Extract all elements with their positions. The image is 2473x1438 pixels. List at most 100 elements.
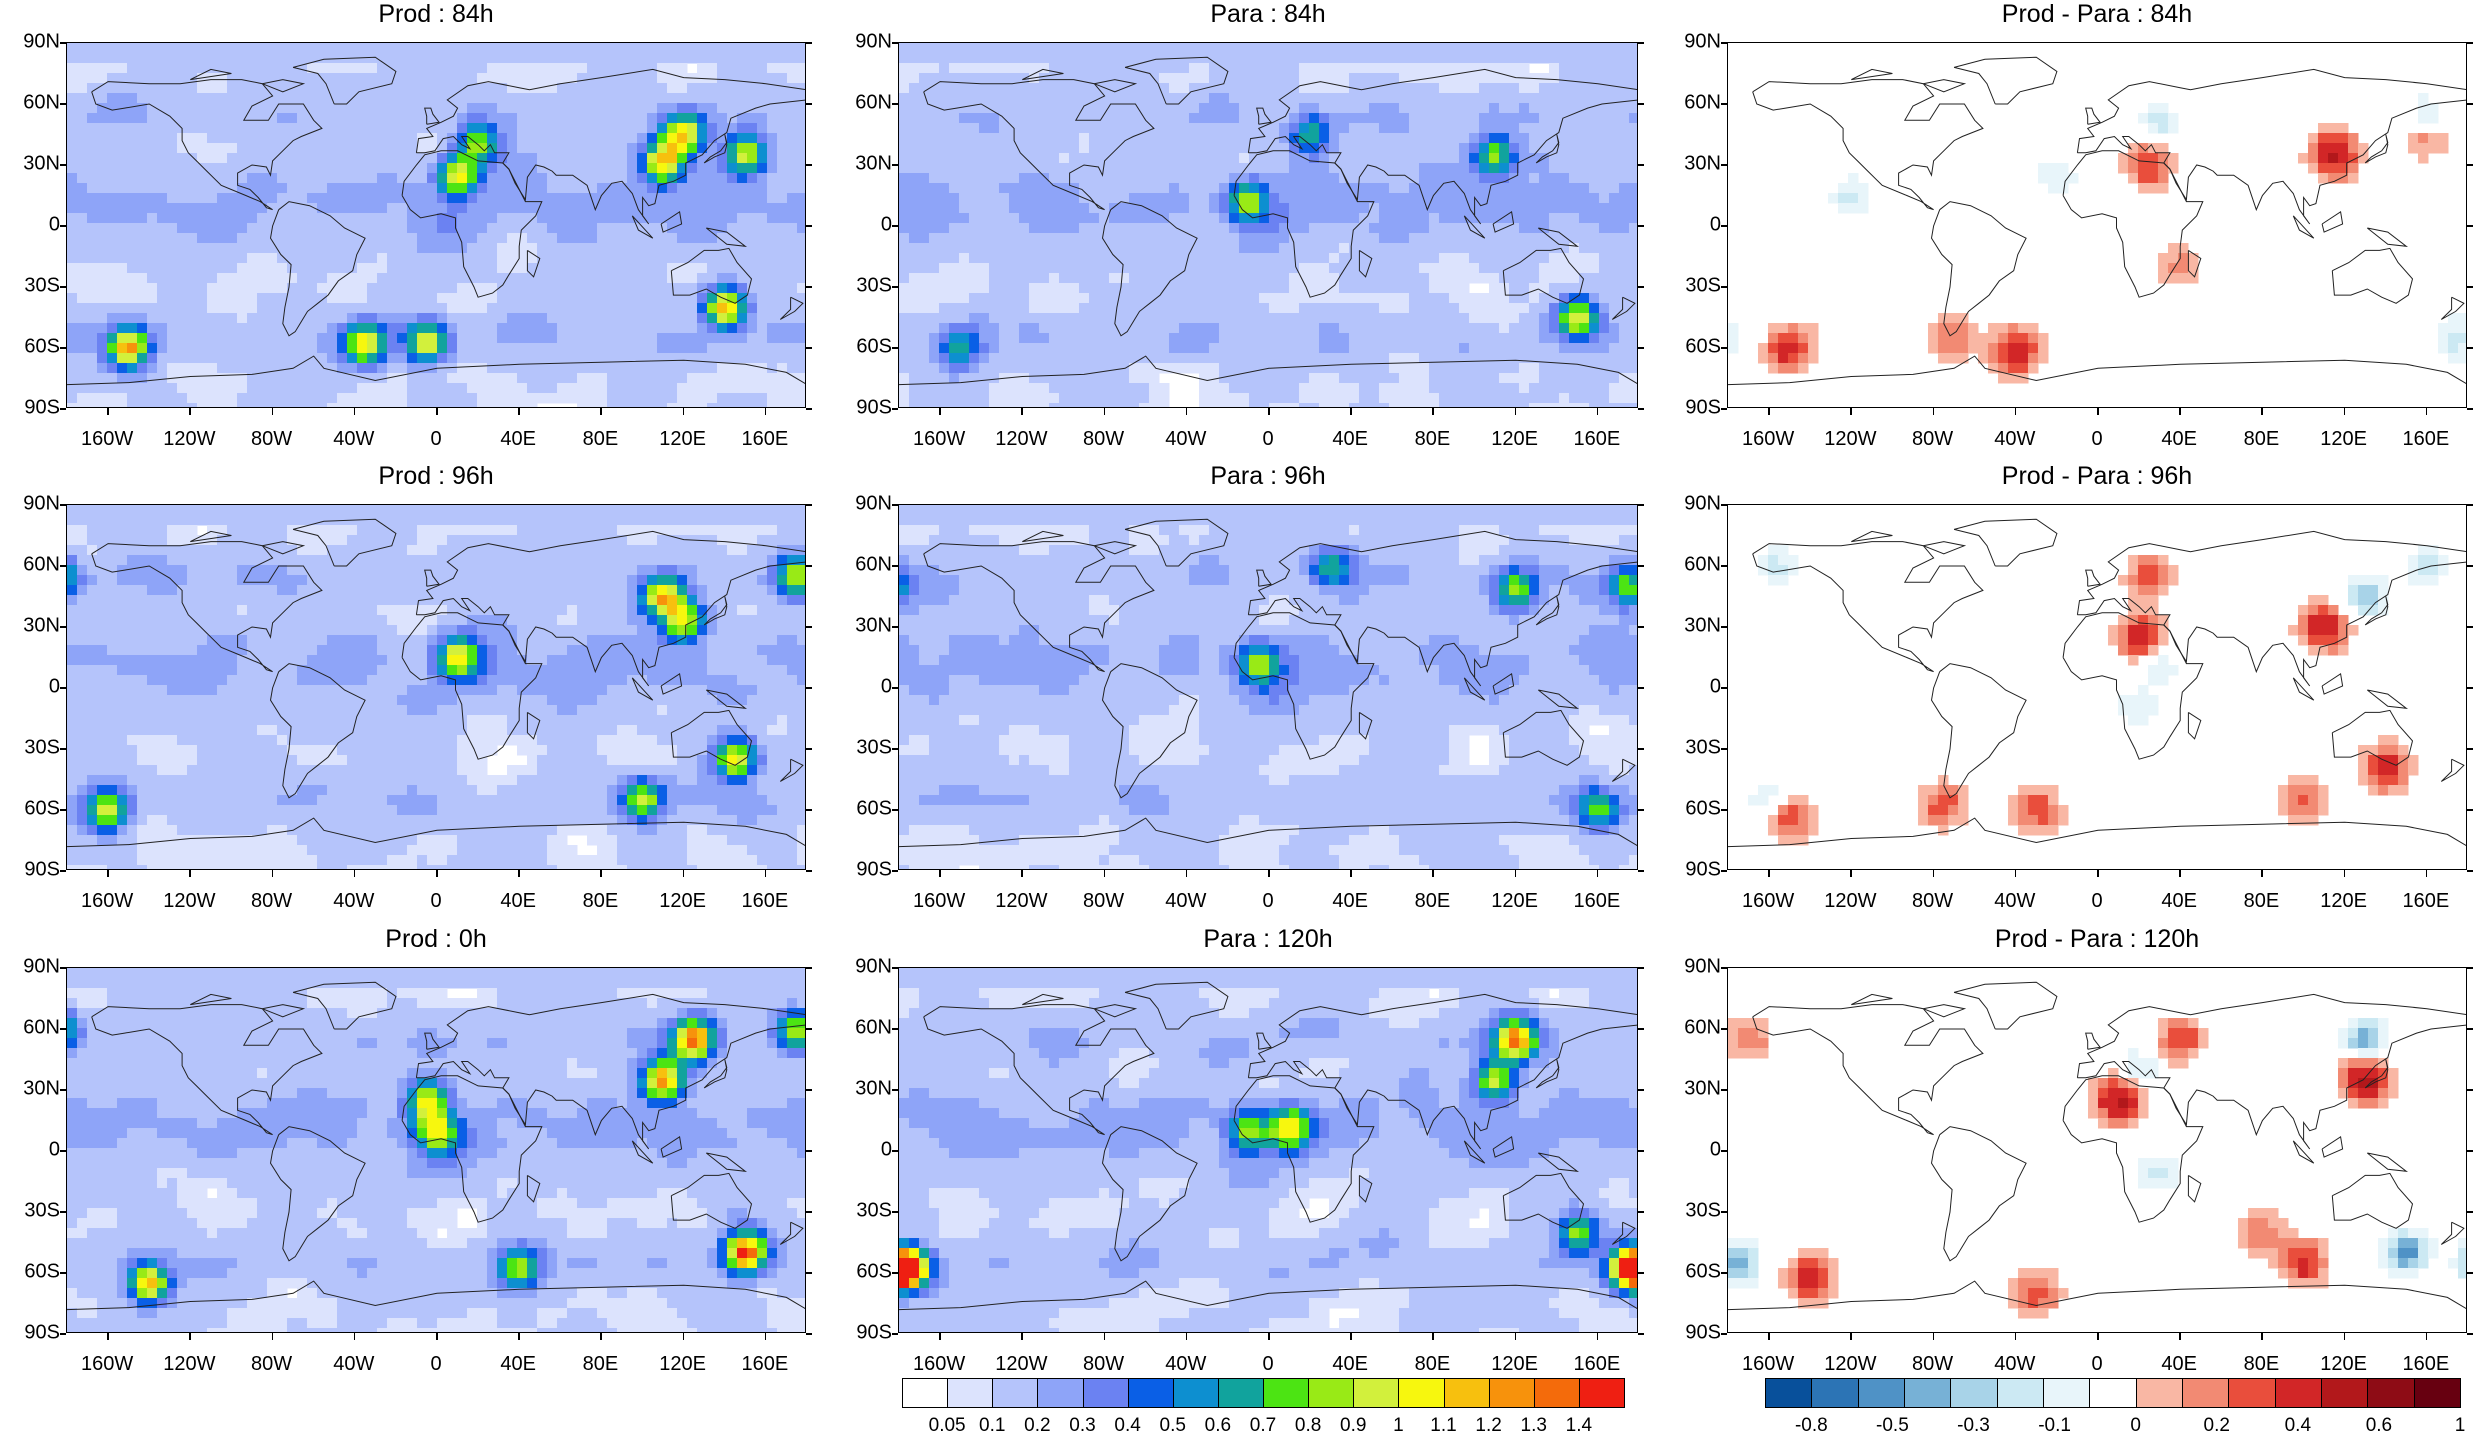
latitude-label: 90N	[23, 30, 60, 53]
contour-field	[67, 968, 805, 1332]
longitude-tick	[2179, 1333, 2181, 1340]
longitude-tick	[1103, 870, 1106, 877]
latitude-tick	[1721, 408, 1727, 410]
colorbar-label: 0.3	[1069, 1415, 1096, 1436]
latitude-label: 60S	[856, 797, 892, 820]
latitude-tick	[2467, 1089, 2473, 1091]
latitude-tick	[60, 748, 66, 750]
longitude-label: 160E	[2402, 890, 2450, 912]
latitude-label: 30S	[1685, 1199, 1721, 1222]
longitude-label: 40E	[500, 1353, 537, 1375]
panel-title: Prod - Para : 120h	[1994, 925, 2200, 953]
panel-title: Para : 120h	[1203, 925, 1333, 953]
latitude-tick	[892, 626, 898, 628]
longitude-tick	[1185, 408, 1188, 415]
panel-title: Prod : 96h	[378, 462, 494, 490]
longitude-tick	[1185, 1333, 1188, 1340]
latitude-tick	[60, 967, 66, 969]
latitude-label: 90N	[1684, 492, 1721, 515]
latitude-tick	[892, 870, 898, 872]
latitude-tick	[1638, 687, 1644, 689]
longitude-tick	[518, 870, 520, 877]
longitude-tick	[682, 1333, 685, 1340]
latitude-tick	[1721, 42, 1727, 44]
latitude-tick	[2467, 347, 2473, 349]
longitude-label: 0	[1262, 428, 1274, 450]
panel-title: Prod - Para : 84h	[2001, 0, 2193, 28]
latitude-tick	[1721, 1333, 1727, 1335]
latitude-label: 60N	[23, 1016, 60, 1039]
colorbar-label: 1	[1393, 1415, 1404, 1436]
latitude-tick	[892, 103, 898, 105]
longitude-label: 80W	[1911, 890, 1954, 912]
longitude-label: 0	[430, 428, 442, 450]
latitude-tick	[1638, 565, 1644, 567]
latitude-label: 0	[48, 675, 60, 698]
latitude-tick	[2467, 1333, 2473, 1335]
latitude-label: 30S	[24, 736, 60, 759]
latitude-label: 60S	[1685, 797, 1721, 820]
longitude-tick	[2261, 870, 2263, 877]
latitude-tick	[60, 1211, 66, 1213]
longitude-label: 120W	[163, 428, 216, 450]
longitude-tick	[271, 408, 274, 415]
latitude-label: 90S	[856, 396, 892, 419]
longitude-tick	[2097, 1333, 2099, 1340]
latitude-tick	[1721, 1211, 1727, 1213]
longitude-tick	[1596, 870, 1599, 877]
latitude-label: 60S	[1685, 1260, 1721, 1283]
colorbar-label: 0	[2130, 1415, 2141, 1436]
colorbar-label: -0.1	[2038, 1415, 2071, 1436]
latitude-tick	[2467, 1272, 2473, 1274]
longitude-label: 120E	[659, 1353, 707, 1375]
latitude-label: 30N	[855, 614, 892, 637]
latitude-label: 30S	[1685, 736, 1721, 759]
longitude-tick	[1768, 408, 1770, 415]
longitude-label: 120E	[659, 428, 707, 450]
colorbar-swatch	[2089, 1378, 2137, 1408]
longitude-tick	[2425, 408, 2428, 415]
longitude-label: 80E	[2243, 428, 2280, 450]
latitude-tick	[806, 1028, 812, 1030]
longitude-tick	[1850, 408, 1852, 415]
longitude-tick	[1768, 870, 1770, 877]
longitude-tick	[2343, 408, 2346, 415]
latitude-tick	[892, 1150, 898, 1152]
latitude-label: 30N	[23, 1077, 60, 1100]
latitude-tick	[1638, 1333, 1644, 1335]
longitude-tick	[107, 1333, 109, 1340]
map-plot-area	[66, 967, 806, 1333]
longitude-tick	[1021, 408, 1023, 415]
colorbar-swatch	[902, 1378, 949, 1408]
latitude-tick	[1638, 42, 1644, 44]
latitude-label: 90S	[24, 858, 60, 881]
latitude-tick	[60, 626, 66, 628]
longitude-tick	[2014, 1333, 2017, 1340]
latitude-tick	[1638, 225, 1644, 227]
panel-title: Prod : 0h	[385, 925, 487, 953]
contour-field	[899, 43, 1637, 407]
map-plot-area	[66, 42, 806, 408]
longitude-label: 0	[2091, 1353, 2103, 1375]
longitude-tick	[436, 408, 438, 415]
longitude-tick	[1850, 870, 1852, 877]
longitude-tick	[2179, 870, 2181, 877]
latitude-tick	[806, 748, 812, 750]
latitude-tick	[892, 1089, 898, 1091]
longitude-tick	[1103, 1333, 1106, 1340]
latitude-tick	[1638, 748, 1644, 750]
latitude-tick	[892, 809, 898, 811]
latitude-tick	[60, 225, 66, 227]
latitude-tick	[1638, 626, 1644, 628]
colorbar-label: 0.1	[979, 1415, 1006, 1436]
longitude-tick	[2097, 870, 2099, 877]
longitude-label: 80W	[1082, 428, 1125, 450]
longitude-tick	[1432, 870, 1434, 877]
longitude-tick	[1514, 408, 1517, 415]
latitude-tick	[1721, 967, 1727, 969]
longitude-label: 80W	[250, 428, 293, 450]
longitude-label: 40E	[500, 890, 537, 912]
colorbar-label: -0.3	[1957, 1415, 1990, 1436]
longitude-label: 120W	[995, 428, 1048, 450]
longitude-label: 80W	[1911, 428, 1954, 450]
